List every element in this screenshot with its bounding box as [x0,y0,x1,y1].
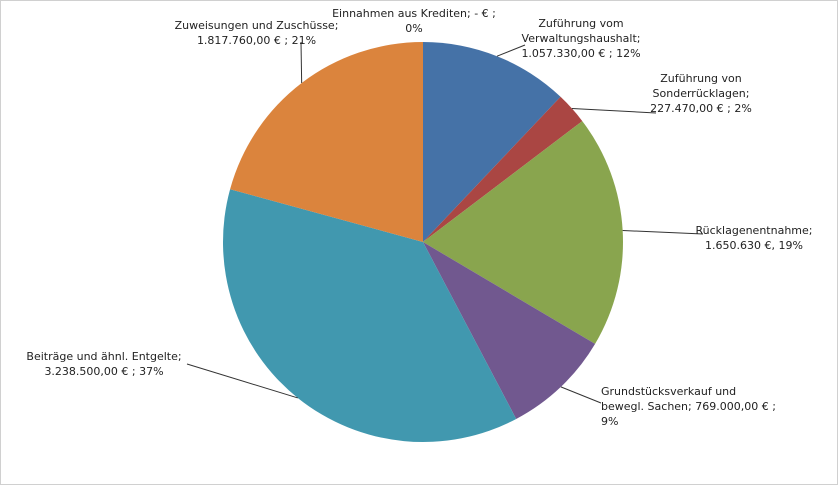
leader-line [622,230,704,235]
value-label: 227.470,00 € ; 2% [650,102,752,115]
category-label: Grundstücksverkauf und bewegl. Sachen; [601,385,737,413]
pie-slice [423,242,596,419]
data-label: Zuweisungen und Zuschüsse; 1.817.760,00 … [169,18,344,48]
leader-line [186,363,298,399]
data-label: Beiträge und ähnl. Entgelte; 3.238.500,0… [19,349,189,379]
value-label: 1.817.760,00 € ; 21% [196,34,317,47]
data-label: Zuführung von Sonderrücklagen; 227.470,0… [641,71,761,116]
category-label: Einnahmen aus Krediten; [332,7,471,20]
data-label: Einnahmen aus Krediten; - € ; 0% [329,6,499,36]
leader-line [560,386,602,404]
pie-slice [423,96,583,243]
category-label: Zuführung vom Verwaltungshaushalt; [521,17,641,45]
value-label: 3.238.500,00 € ; 37% [44,365,164,378]
leader-line [300,41,303,84]
value-label: - € ; 0% [405,7,496,35]
category-label: Zuführung von Sonderrücklagen; [652,72,750,100]
category-label: Zuweisungen und Zuschüsse; [174,19,339,32]
data-label: Zuführung vom Verwaltungshaushalt; 1.057… [506,16,656,61]
category-label: Beiträge und ähnl. Entgelte; [26,350,182,363]
data-label: Rücklagenentnahme; 1.650.630 €, 19% [689,223,819,253]
pie-slice [230,41,423,243]
value-label: 1.650.630 €, 19% [705,239,803,252]
pie-slice [423,121,623,344]
value-label: 1.057.330,00 € ; 12% [521,47,641,60]
category-label: Rücklagenentnahme; [695,224,813,237]
pie-slice [423,42,561,242]
leader-line [496,44,526,57]
value-label: 769.000,00 € ; 9% [601,400,776,428]
leader-line [571,107,657,114]
data-label: Grundstücksverkauf und bewegl. Sachen; 7… [601,384,776,429]
pie-slice [222,189,517,443]
